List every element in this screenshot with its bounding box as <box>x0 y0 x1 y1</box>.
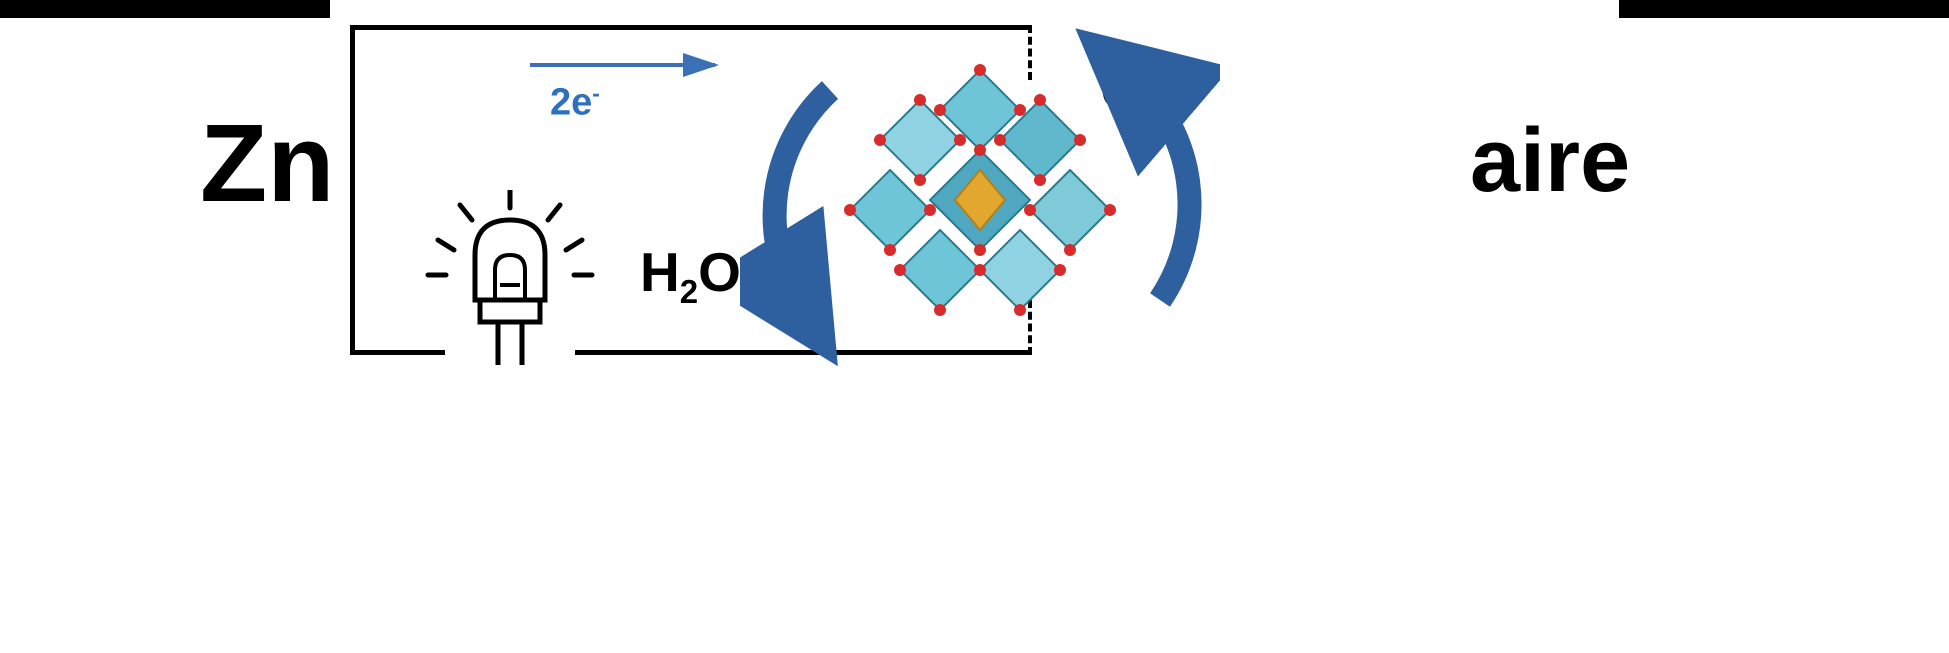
zn-label: Zn <box>200 100 334 227</box>
aire-label: aire <box>1470 110 1630 213</box>
h2o-o: O <box>698 241 741 303</box>
electron-base: 2e <box>550 82 592 124</box>
led-bulb-icon <box>420 190 600 380</box>
wire-left <box>350 25 355 355</box>
crystal-catalyst-icon <box>830 60 1130 320</box>
electron-flow-label: 2e- <box>550 80 600 125</box>
decor-bar-left <box>0 0 330 18</box>
electron-arrow-icon <box>530 50 730 80</box>
decor-bar-right <box>1619 0 1949 18</box>
h2o-label: H2O <box>640 240 741 311</box>
electron-sup: - <box>592 80 600 106</box>
h2o-2: 2 <box>680 273 698 310</box>
h2o-h: H <box>640 241 680 303</box>
